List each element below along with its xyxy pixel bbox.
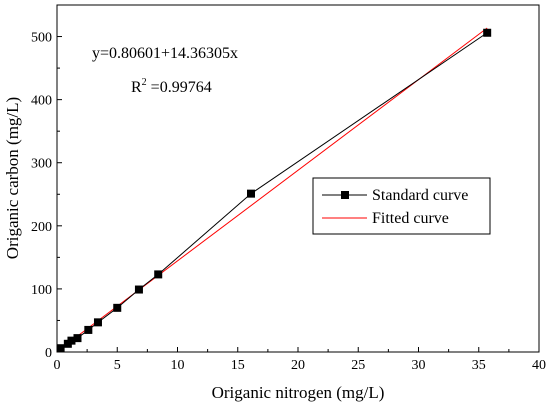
x-axis: 0 5 10 15 20 25 30 35 40 [54,347,546,373]
x-tick-label: 0 [54,358,61,373]
y-tick-label: 200 [31,220,52,235]
y-axis-title: Origanic carbon (mg/L) [3,97,22,259]
standard-curve-point [84,325,93,334]
x-tick-label: 30 [412,358,426,373]
y-tick-label: 300 [31,157,52,172]
y-tick-label: 400 [31,94,52,109]
standard-curve-point [56,344,65,353]
legend-fitted-label: Fitted curve [372,210,449,227]
standard-curve-point [134,285,143,294]
standard-curve-point [247,189,256,198]
y-tick-label: 0 [45,346,52,361]
x-tick-label: 15 [231,358,245,373]
standard-curve-point [73,334,82,343]
standard-curve-point [93,318,102,327]
y-axis: 0 100 200 300 400 500 [31,31,62,361]
legend-standard-label: Standard curve [372,187,468,204]
x-tick-label: 20 [291,358,305,373]
x-tick-label: 25 [351,358,365,373]
r-squared-annotation: R2 =0.99764 [131,77,212,96]
x-axis-title: Origanic nitrogen (mg/L) [212,383,385,402]
legend: Standard curve Fitted curve [312,177,491,235]
x-tick-label: 5 [114,358,121,373]
series-layer [56,27,492,353]
standard-curve-point [154,270,163,279]
y-tick-label: 100 [31,283,52,298]
x-tick-label: 35 [472,358,486,373]
standard-curve-point [483,28,492,37]
x-tick-label: 40 [532,358,546,373]
equation-annotation: y=0.80601+14.36305x [92,45,238,62]
legend-standard-marker [341,191,349,199]
y-tick-label: 500 [31,31,52,46]
legend-box [312,177,491,235]
x-tick-label: 10 [171,358,185,373]
standard-curve-point [113,303,122,312]
standard-curve-point [67,336,76,345]
